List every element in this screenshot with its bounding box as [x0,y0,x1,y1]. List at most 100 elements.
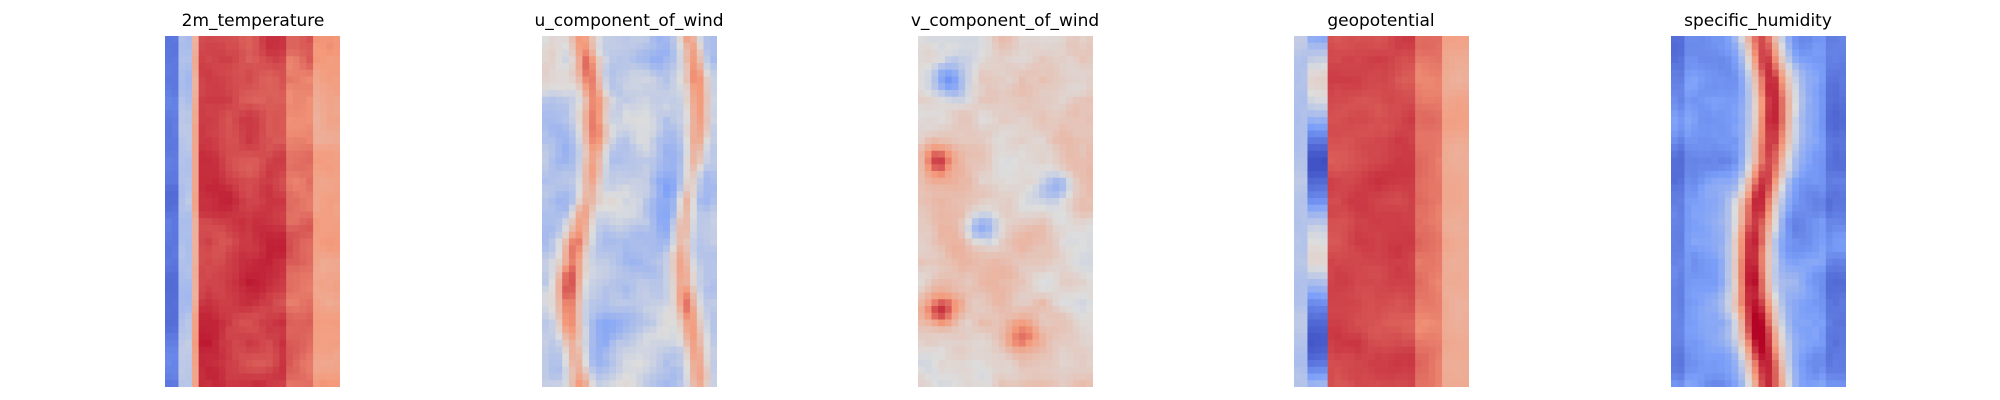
heatmap-cell [1045,137,1054,145]
heatmap-cell [568,346,577,354]
heatmap-cell [1039,96,1047,104]
heatmap-cell [1066,63,1074,71]
heatmap-cell [992,49,1000,57]
heatmap-cell [292,63,301,71]
heatmap-cell [642,150,651,158]
heatmap-cell [333,130,340,138]
heatmap-cell [205,258,213,266]
heatmap-cell [1039,211,1047,219]
heatmap-cell [178,49,186,57]
heatmap-cell [669,191,678,199]
heatmap-cell [1052,204,1060,212]
heatmap-cell [286,373,294,381]
heatmap-cell [602,164,610,172]
heatmap-cell [185,110,193,118]
heatmap-cell [1354,42,1362,50]
heatmap-cell [690,177,698,185]
heatmap-cell [944,252,953,260]
heatmap-cell [1018,56,1027,64]
heatmap-cell [609,245,617,253]
heatmap-cell [1314,225,1322,233]
heatmap-cell [1462,184,1469,192]
heatmap-cell [1428,218,1436,226]
heatmap-cell [690,245,698,253]
heatmap-cell [165,292,173,300]
heatmap-cell [642,218,651,226]
heatmap-cell [703,144,711,152]
heatmap-cell [185,231,193,239]
heatmap-cell [218,333,226,341]
heatmap-cell [690,144,698,152]
heatmap-cell [595,346,603,354]
heatmap-cell [575,117,583,125]
heatmap-cell [958,380,966,387]
heatmap-cell [232,130,240,138]
heatmap-cell [710,69,717,77]
heatmap-cell [622,353,630,361]
heatmap-cell [313,171,321,179]
heatmap-cell [1327,42,1335,50]
heatmap-cell [965,366,973,374]
heatmap-cell [971,117,979,125]
heatmap-cell [582,123,590,131]
heatmap-cell [1354,171,1362,179]
heatmap-cell [225,292,233,300]
heatmap-cell [1012,285,1020,293]
heatmap-cell [171,339,179,347]
heatmap-cell [1374,164,1382,172]
heatmap-cell [313,326,321,334]
heatmap-cell [595,366,603,374]
heatmap-cell [609,96,617,104]
heatmap-cell [259,198,267,206]
heatmap-cell [1361,144,1369,152]
heatmap-cell [299,110,307,118]
heatmap-cell [265,218,274,226]
heatmap-cell [1045,150,1054,158]
heatmap-cell [1421,83,1430,91]
heatmap-cell [1005,333,1013,341]
heatmap-cell [1354,123,1362,131]
heatmap-cell [232,198,240,206]
heatmap-cell [299,258,307,266]
heatmap-cell [663,333,671,341]
heatmap-cell [663,225,671,233]
heatmap-cell [259,69,267,77]
heatmap-cell [1300,49,1308,57]
heatmap-cell [178,69,186,77]
heatmap-cell [1455,258,1463,266]
heatmap-cell [1320,123,1329,131]
heatmap-cell [1455,117,1463,125]
heatmap-cell [1374,252,1382,260]
heatmap-cell [333,117,340,125]
heatmap-cell [1032,353,1040,361]
heatmap-cell [696,137,704,145]
heatmap-cell [1059,83,1067,91]
heatmap-cell [198,353,206,361]
heatmap-cell [683,285,691,293]
heatmap-cell [212,96,220,104]
heatmap-cell [1374,117,1382,125]
heatmap-cell [562,279,570,287]
heatmap-cell [931,225,939,233]
heatmap-cell [1045,225,1054,233]
heatmap-cell [1032,292,1040,300]
heatmap-cell [1294,76,1302,84]
heatmap-cell [622,252,630,260]
heatmap-cell [218,191,226,199]
heatmap-cell [1059,63,1067,71]
heatmap-cell [978,103,986,111]
heatmap-cell [1294,177,1302,185]
heatmap-cell [958,319,966,327]
heatmap-cell [690,42,698,50]
heatmap-cell [259,83,267,91]
heatmap-cell [1025,312,1033,320]
heatmap-cell [1374,36,1382,44]
heatmap-cell [971,265,979,273]
heatmap-cell [992,164,1000,172]
heatmap-cell [252,272,260,280]
heatmap-cell [931,238,939,246]
heatmap-cell [568,285,577,293]
heatmap-cell [575,157,583,165]
heatmap-cell [710,137,717,145]
heatmap-cell [1012,380,1020,387]
